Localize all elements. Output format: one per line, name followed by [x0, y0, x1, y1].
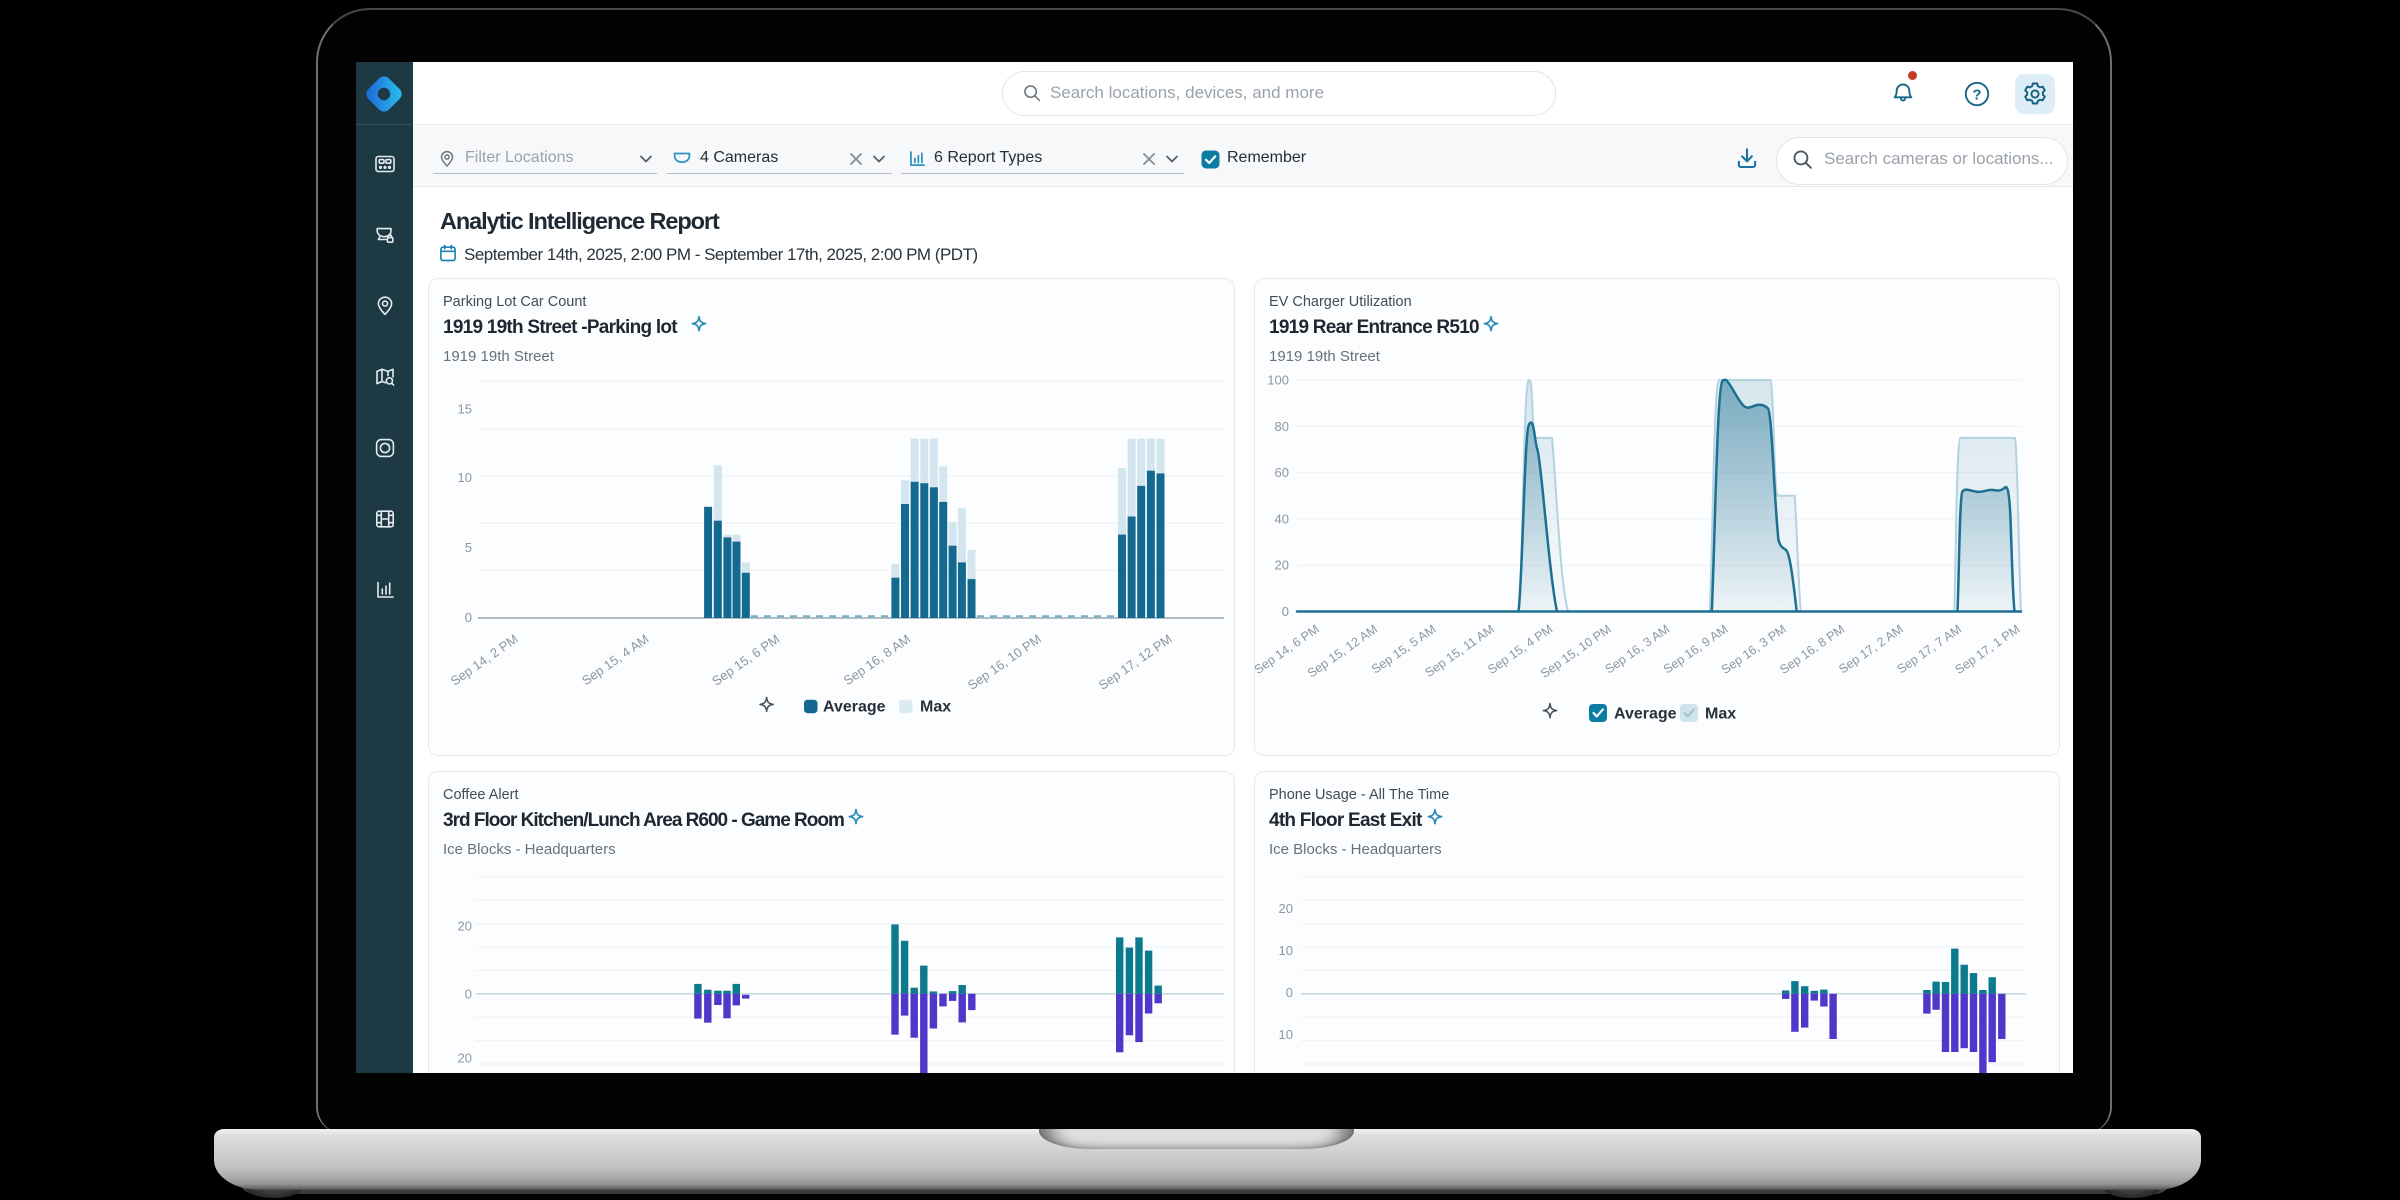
svg-text:10: 10 [1279, 1027, 1293, 1042]
svg-text:20: 20 [1275, 558, 1289, 573]
svg-text:Sep 16, 8 PM: Sep 16, 8 PM [1777, 622, 1847, 677]
svg-text:Max: Max [1705, 706, 1736, 723]
svg-text:Average: Average [1614, 706, 1677, 723]
svg-text:0: 0 [1286, 985, 1293, 1000]
svg-text:20: 20 [458, 1051, 472, 1066]
svg-text:5: 5 [465, 540, 472, 555]
svg-text:Sep 15, 6 PM: Sep 15, 6 PM [709, 631, 782, 688]
svg-text:10: 10 [1279, 943, 1293, 958]
svg-text:Max: Max [920, 699, 951, 716]
svg-text:0: 0 [465, 987, 472, 1002]
svg-text:80: 80 [1275, 419, 1289, 434]
svg-text:100: 100 [1267, 373, 1289, 388]
svg-text:40: 40 [1275, 511, 1289, 526]
svg-text:20: 20 [458, 919, 472, 934]
svg-text:0: 0 [465, 610, 472, 625]
svg-text:?: ? [1972, 87, 1981, 104]
svg-text:Sep 16, 3 AM: Sep 16, 3 AM [1603, 622, 1673, 677]
svg-text:60: 60 [1275, 465, 1289, 480]
svg-text:Average: Average [823, 699, 886, 716]
svg-text:Sep 16, 8 AM: Sep 16, 8 AM [841, 631, 914, 688]
svg-text:10: 10 [458, 470, 472, 485]
svg-text:Sep 14, 2 PM: Sep 14, 2 PM [448, 631, 521, 688]
svg-text:0: 0 [1282, 604, 1289, 619]
svg-text:Sep 17, 2 AM: Sep 17, 2 AM [1836, 622, 1906, 677]
svg-text:Sep 17, 12 PM: Sep 17, 12 PM [1096, 631, 1175, 693]
svg-text:15: 15 [458, 401, 472, 416]
svg-text:Sep 17, 1 PM: Sep 17, 1 PM [1952, 622, 2022, 677]
svg-text:Sep 16, 10 PM: Sep 16, 10 PM [965, 631, 1044, 693]
svg-text:Sep 15, 4 AM: Sep 15, 4 AM [579, 631, 652, 688]
svg-text:20: 20 [1279, 901, 1293, 916]
